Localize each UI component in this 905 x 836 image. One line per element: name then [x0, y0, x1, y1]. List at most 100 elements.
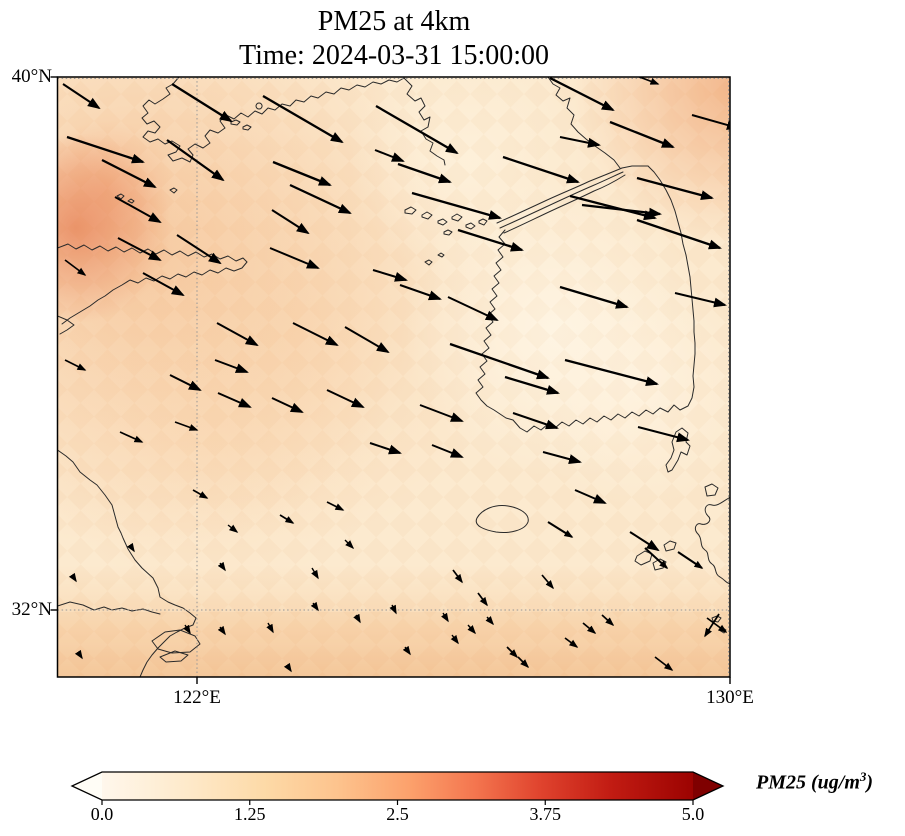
axes-spine [56, 76, 731, 678]
wind-arrows-layer [62, 77, 730, 673]
axis-ticks [50, 76, 731, 684]
wind-arrow [706, 617, 728, 633]
cbtick-0: 0.0 [90, 804, 114, 824]
coastline-shandong [57, 243, 248, 325]
wind-arrow [441, 612, 449, 623]
wind-arrow [506, 646, 519, 659]
wind-arrow [326, 389, 365, 408]
wind-arrow [375, 105, 459, 155]
jeju-island [475, 505, 529, 533]
wind-arrow [142, 272, 185, 296]
xtick-label-130e: 130°E [706, 687, 754, 708]
wind-arrow [262, 95, 344, 144]
wind-arrow [564, 358, 659, 387]
wind-arrow [411, 191, 502, 220]
wind-arrow [569, 194, 657, 221]
wind-arrow [502, 155, 580, 184]
wind-arrow [192, 489, 209, 499]
wind-arrow [68, 572, 77, 583]
wind-arrow [176, 234, 222, 265]
colorbar-extend-max [693, 772, 723, 800]
wind-arrow [452, 569, 463, 584]
wind-arrow [477, 592, 488, 607]
coastline-kyushu [694, 496, 730, 584]
wind-arrow [389, 604, 397, 615]
wind-arrow [582, 622, 597, 634]
wind-arrow [654, 656, 674, 671]
wind-arrow [217, 561, 226, 572]
wind-arrow [214, 359, 249, 373]
wind-arrow [447, 296, 499, 321]
wind-arrow [397, 162, 452, 184]
coastline-liaodong [141, 77, 446, 166]
wind-arrow [101, 158, 157, 189]
wind-arrow [457, 228, 524, 252]
wind-arrow [353, 613, 361, 624]
wind-arrow [266, 622, 274, 634]
cbtick-375: 3.75 [529, 804, 562, 824]
wind-arrow [271, 209, 310, 235]
goto-island-1 [634, 550, 653, 566]
wind-arrow [485, 616, 494, 626]
wind-arrow [374, 149, 405, 162]
wind-arrow [269, 247, 320, 269]
coastline-nk-west [547, 77, 621, 169]
wind-arrow [504, 375, 560, 395]
wind-arrow [450, 634, 459, 645]
coastline-korea-west [475, 229, 514, 421]
wind-arrow [399, 284, 442, 301]
wind-arrow [166, 139, 225, 182]
wind-arrow [119, 431, 144, 443]
wind-arrow [674, 292, 727, 308]
coastline-korea-south-east [512, 165, 696, 433]
wind-arrow [636, 176, 714, 200]
islands-gyeonggi [404, 206, 488, 236]
wind-arrow [549, 77, 615, 112]
wind-arrow [279, 514, 295, 524]
wind-arrow [217, 392, 252, 408]
wind-arrow [601, 614, 615, 627]
plot-subtitle: Time: 2024-03-31 15:00:00 [238, 40, 550, 71]
wind-arrow [581, 203, 662, 218]
river-line-3 [503, 174, 626, 234]
wind-arrow [183, 624, 191, 635]
wind-arrow [126, 542, 135, 553]
colorbar-gradient [102, 772, 693, 800]
colorbar-label-sup: 3 [859, 769, 867, 784]
coastline-jiangsu [57, 449, 197, 677]
wind-arrow [574, 489, 607, 504]
wind-arrow [402, 645, 411, 656]
wind-arrow [636, 218, 722, 250]
wind-arrow [369, 442, 402, 455]
wind-arrow [292, 322, 339, 346]
cbtick-50: 5.0 [681, 804, 705, 824]
wind-arrow [227, 524, 239, 533]
wind-arrow [64, 259, 87, 276]
wind-arrow [326, 501, 345, 511]
wind-arrow [677, 551, 704, 569]
wind-arrow [271, 397, 304, 413]
wind-arrow [62, 83, 101, 110]
wind-arrow [310, 601, 319, 612]
goto-island-3 [663, 540, 677, 552]
wind-arrow [272, 160, 332, 187]
wind-arrow [559, 285, 629, 309]
wind-arrow [564, 637, 579, 648]
chongming-island [151, 629, 201, 654]
wind-arrow [644, 547, 669, 570]
wind-arrow [64, 359, 87, 371]
wind-arrow [547, 521, 574, 538]
wind-arrow [467, 624, 476, 635]
wind-arrow [74, 649, 83, 660]
wind-arrow [691, 114, 730, 130]
wind-arrow [174, 421, 199, 431]
ytick-label-32n: 32°N [11, 599, 52, 620]
wind-arrow [283, 662, 292, 673]
colorbar-ticks-marks [101, 800, 694, 805]
wind-arrow [344, 326, 390, 354]
colorbar-label-main: PM25 (ug/m [756, 771, 860, 794]
wind-arrow [609, 120, 675, 149]
wind-arrow [637, 426, 690, 443]
wind-arrow [629, 531, 660, 552]
